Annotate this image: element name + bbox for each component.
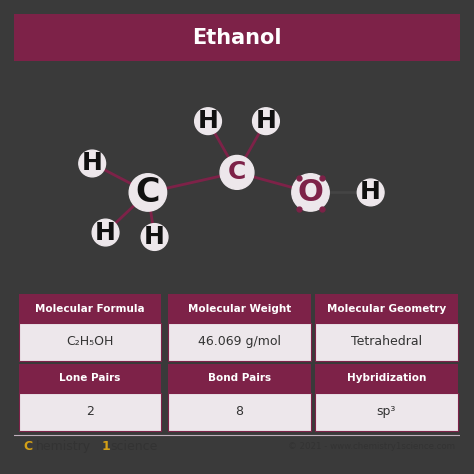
Circle shape — [357, 179, 384, 206]
Text: science: science — [110, 440, 157, 453]
Circle shape — [129, 174, 166, 211]
Text: 8: 8 — [235, 405, 243, 419]
Text: hemistry: hemistry — [36, 440, 91, 453]
Text: Lone Pairs: Lone Pairs — [59, 374, 121, 383]
Bar — [168, 364, 310, 393]
Text: Molecular Weight: Molecular Weight — [188, 303, 291, 313]
Text: © 2021 - www.chemistry1science.com: © 2021 - www.chemistry1science.com — [288, 442, 456, 451]
Text: O: O — [298, 178, 323, 207]
Circle shape — [141, 224, 168, 250]
Text: Molecular Geometry: Molecular Geometry — [327, 303, 446, 313]
Circle shape — [92, 219, 119, 246]
Bar — [18, 393, 161, 431]
Text: Bond Pairs: Bond Pairs — [208, 374, 271, 383]
Text: C: C — [228, 160, 246, 184]
Text: 2: 2 — [86, 405, 94, 419]
Text: C₂H₅OH: C₂H₅OH — [66, 336, 114, 348]
Text: H: H — [82, 152, 103, 175]
Text: H: H — [144, 225, 165, 249]
Bar — [168, 323, 310, 361]
Circle shape — [292, 174, 329, 211]
Text: Tetrahedral: Tetrahedral — [351, 336, 422, 348]
Bar — [168, 294, 310, 323]
Text: Molecular Formula: Molecular Formula — [35, 303, 145, 313]
Text: sp³: sp³ — [376, 405, 396, 419]
Text: H: H — [198, 109, 219, 133]
Bar — [315, 323, 457, 361]
Bar — [168, 393, 310, 431]
Text: H: H — [95, 220, 116, 245]
Circle shape — [220, 155, 254, 189]
Text: 46.069 g/mol: 46.069 g/mol — [198, 336, 281, 348]
Text: H: H — [255, 109, 276, 133]
Text: H: H — [360, 181, 381, 204]
Text: Ethanol: Ethanol — [192, 27, 282, 47]
Bar — [18, 364, 161, 393]
Bar — [18, 323, 161, 361]
Bar — [315, 393, 457, 431]
Bar — [315, 294, 457, 323]
Circle shape — [79, 150, 106, 177]
Bar — [18, 294, 161, 323]
Text: Hybridization: Hybridization — [346, 374, 426, 383]
Text: C: C — [136, 176, 160, 209]
Text: 1: 1 — [102, 440, 111, 453]
Bar — [315, 364, 457, 393]
Circle shape — [195, 108, 221, 135]
Circle shape — [253, 108, 279, 135]
Bar — [14, 14, 460, 61]
Text: C: C — [23, 440, 32, 453]
